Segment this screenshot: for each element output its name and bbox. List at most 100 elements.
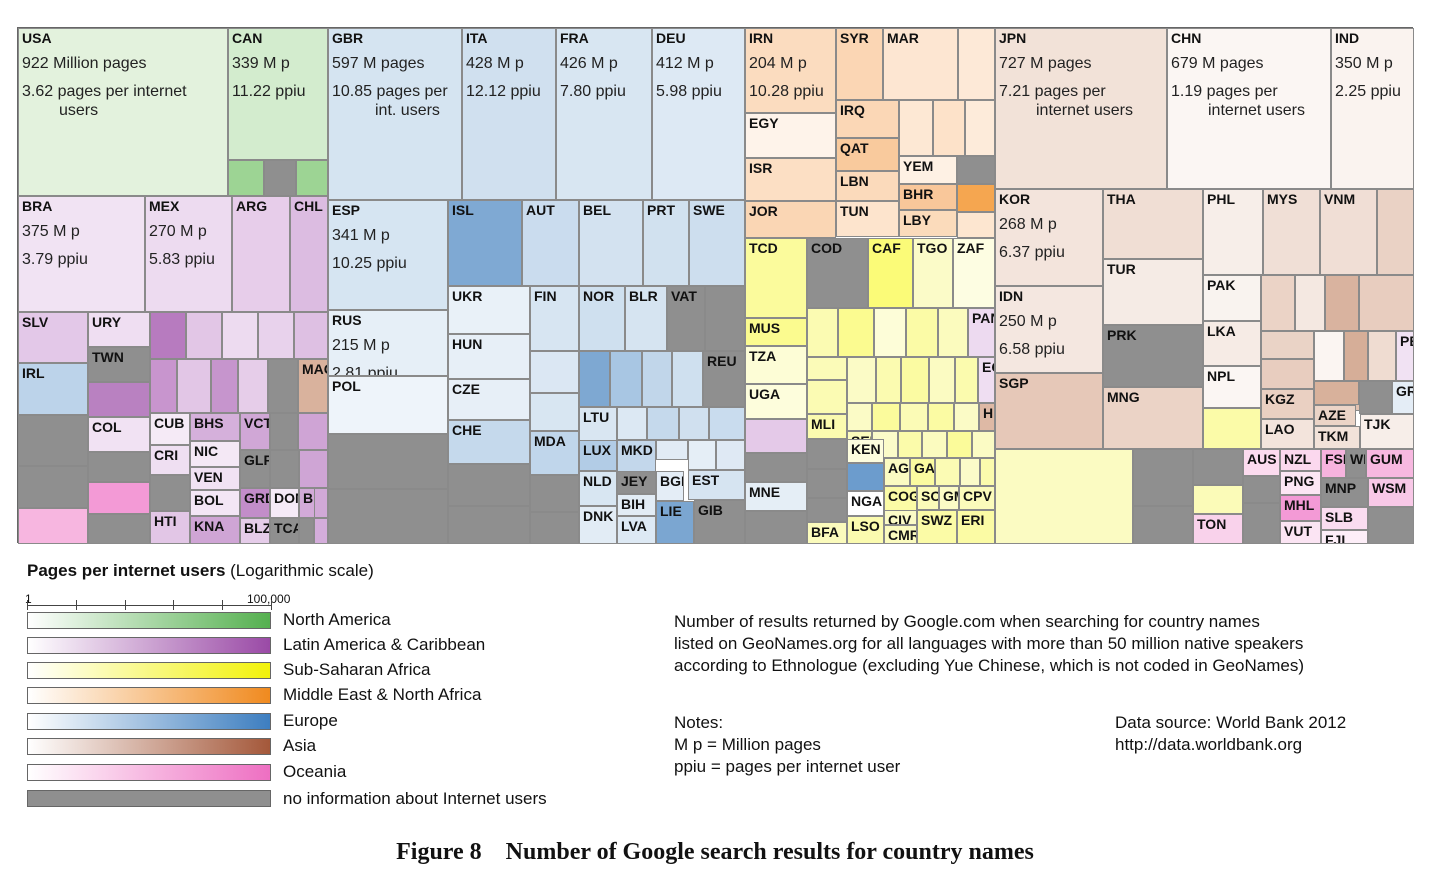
country-cell-dom: DOM: [270, 488, 299, 518]
country-code-label: JPN: [999, 30, 1027, 46]
country-cell-vnm: VNM: [1320, 189, 1377, 275]
country-cell-hun: HUN: [448, 334, 530, 379]
country-cell-unlabeled: [980, 458, 995, 486]
country-code-label: FJI: [1325, 532, 1346, 544]
country-cell-unlabeled: [610, 351, 642, 407]
country-code-label: SGP: [999, 375, 1029, 391]
country-cell-unlabeled: [1261, 359, 1314, 389]
country-cell-nic: NIC: [190, 441, 240, 467]
country-cell-unlabeled: [228, 160, 264, 196]
country-cell-hkg: HKG203 M p38.92 ppiu: [979, 403, 995, 431]
country-cell-unlabeled: [1243, 503, 1280, 544]
country-cell-unlabeled: [847, 463, 884, 491]
country-code-label: PHL: [1207, 191, 1235, 207]
country-cell-can: CAN 339 M p 11.22 ppiu: [228, 28, 328, 160]
country-cell-prt: PRT: [643, 200, 689, 286]
country-cell-unlabeled: [530, 512, 579, 544]
country-code-label: BFA: [811, 524, 839, 540]
country-code-label: UGA: [749, 386, 781, 402]
country-value-label: 412 M p: [656, 55, 714, 72]
scale-tick: [222, 600, 223, 610]
country-cell-uga: UGA: [745, 384, 807, 419]
country-cell-tza: TZA: [745, 346, 807, 384]
country-cell-qat: QAT: [836, 138, 899, 171]
country-code-label: IRL: [22, 365, 45, 381]
country-cell-unlabeled: [1133, 506, 1193, 544]
legend-label: Oceania: [283, 762, 347, 781]
country-code-label: LTU: [583, 409, 610, 425]
country-cell-unlabeled: [270, 450, 299, 488]
country-cell-bel: BEL: [579, 200, 643, 286]
legend-swatch: [27, 687, 271, 704]
country-code-label: LBN: [840, 173, 869, 189]
country-code-label: COL: [92, 419, 122, 435]
country-cell-twn: TWN: [88, 347, 150, 382]
country-cell-unlabeled: [298, 413, 328, 450]
country-cell-cub: CUB: [150, 413, 190, 445]
country-cell-tun: TUN: [836, 201, 899, 237]
country-code-label: MKD: [621, 442, 653, 458]
country-cell-unlabeled: [922, 431, 947, 458]
country-code-label: AZE: [1318, 407, 1346, 423]
country-code-label: GRC: [1396, 383, 1413, 399]
country-code-label: JEY: [621, 473, 648, 489]
country-cell-wlf: WLF: [1346, 449, 1366, 478]
country-code-label: CAF: [872, 240, 901, 256]
country-cell-lva: LVA: [617, 516, 656, 544]
country-cell-unlabeled: [965, 100, 995, 156]
country-value-label: 10.85 pages per: [332, 83, 448, 100]
country-value-label: 204 M p: [749, 55, 807, 72]
country-code-label: ISL: [452, 202, 474, 218]
country-code-label: USA: [22, 30, 52, 46]
country-code-label: BRA: [22, 198, 53, 214]
country-value-label: internet users: [1208, 102, 1305, 119]
country-cell-unlabeled: [328, 489, 448, 544]
country-code-label: KGZ: [1265, 391, 1295, 407]
country-value-label: 339 M p: [232, 55, 290, 72]
country-code-label: IND: [1335, 30, 1360, 46]
country-cell-caf: CAF: [868, 238, 913, 308]
country-cell-mhl: MHL: [1280, 495, 1321, 521]
country-cell-nzl: NZL: [1280, 449, 1321, 471]
country-cell-unlabeled: [258, 312, 294, 359]
country-cell-ukr: UKR: [448, 286, 530, 334]
country-cell-grd: GRD: [240, 488, 270, 518]
country-value-label: 10.28 ppiu: [749, 83, 824, 100]
country-cell-unlabeled: [745, 453, 807, 482]
country-value-label: 341 M p: [332, 227, 390, 244]
country-cell-kna: KNA: [190, 516, 240, 544]
country-cell-nld: NLD: [579, 471, 617, 506]
country-code-label: THA: [1107, 191, 1136, 207]
country-cell-unlabeled: [530, 393, 579, 431]
country-cell-tha: THA: [1103, 189, 1203, 259]
notes-heading: Notes:: [674, 713, 724, 732]
country-cell-unlabeled: [296, 160, 328, 196]
country-cell-unlabeled: [807, 308, 838, 357]
notes-line-1: M p = Million pages: [674, 735, 821, 754]
legend-swatch-no-info: [27, 790, 271, 807]
country-cell-rus: RUS 215 M p 2.81 ppiu: [328, 310, 448, 376]
country-code-label: SOM: [921, 488, 938, 504]
country-code-label: EGY: [749, 115, 779, 131]
country-value-label: 7.21 pages per: [999, 83, 1106, 100]
country-cell-kgz: KGZ: [1261, 389, 1314, 419]
country-cell-hti: HTI: [150, 511, 190, 544]
country-cell-unlabeled: [270, 413, 298, 450]
country-value-label: 10.25 ppiu: [332, 255, 407, 272]
country-cell-unlabeled: [807, 498, 847, 522]
country-cell-unlabeled: [929, 357, 955, 403]
country-cell-unlabeled: [299, 518, 314, 544]
country-code-label: CHE: [452, 422, 482, 438]
country-cell-mac: MAC: [298, 359, 328, 413]
country-code-label: MHL: [1284, 497, 1315, 513]
country-code-label: TKM: [1318, 428, 1349, 444]
country-cell-jpn: JPN 727 M pages 7.21 pages per internet use…: [995, 28, 1167, 189]
country-cell-unlabeled: [947, 431, 972, 458]
country-code-label: ECU: [982, 359, 994, 375]
country-code-label: EST: [692, 472, 720, 488]
country-cell-kor: KOR 268 M p 6.37 ppiu: [995, 189, 1103, 286]
country-cell-vat: VAT: [667, 286, 705, 351]
country-cell-fra: FRA 426 M p 7.80 ppiu: [556, 28, 652, 200]
legend-swatch: [27, 764, 271, 781]
country-value-label: 679 M pages: [1171, 55, 1264, 72]
